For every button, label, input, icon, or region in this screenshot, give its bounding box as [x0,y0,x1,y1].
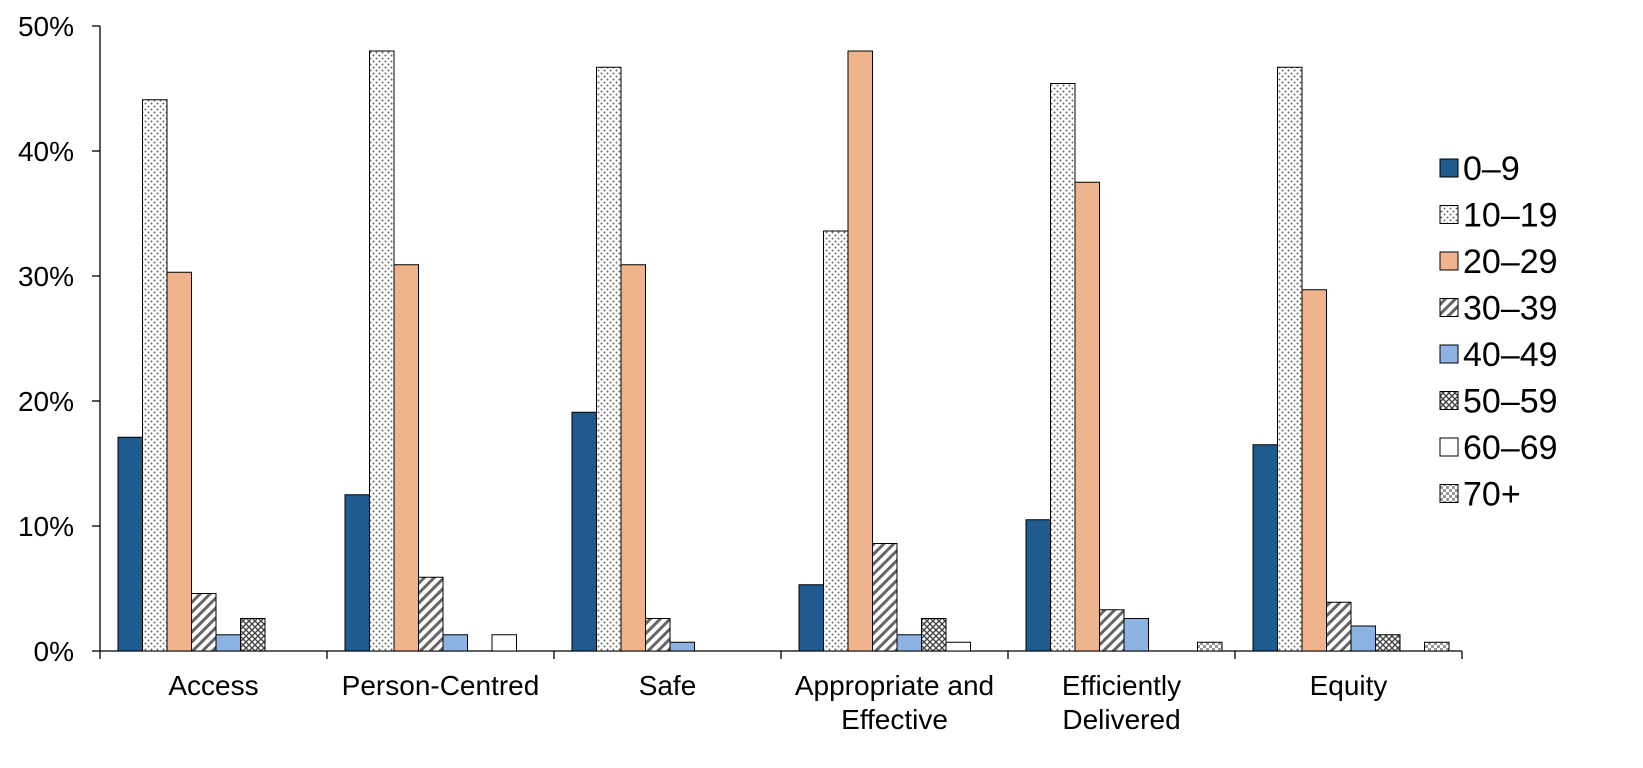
legend-label: 20–29 [1463,243,1558,281]
legend-item: 50–59 [1439,383,1558,421]
bar-1-1 [369,50,395,652]
bars [117,50,1450,652]
y-tick-label: 50% [18,11,74,42]
bar-3-1 [823,230,849,652]
bar-4-4 [1123,618,1149,652]
x-category-label: Efficiently Delivered [1062,670,1181,735]
legend-swatch [1439,298,1459,317]
bar-3-2 [847,50,873,652]
legend-swatch [1439,158,1459,178]
legend-label: 70+ [1463,476,1521,514]
legend-label: 40–49 [1463,336,1558,374]
bar-3-3 [872,543,898,652]
bar-3-4 [896,634,922,652]
bar-1-4 [442,634,468,652]
legend-item: 30–39 [1439,290,1558,328]
bar-2-3 [645,618,671,652]
bar-3-5 [921,618,947,652]
x-category-label: Access [168,670,258,701]
bar-3-0 [798,584,824,652]
legend-swatch [1439,484,1459,503]
bar-1-3 [418,576,444,652]
bar-4-0 [1025,519,1051,652]
legend-item: 70+ [1439,476,1521,514]
bar-2-2 [620,264,646,652]
legend-label: 60–69 [1463,429,1558,467]
legend-item: 40–49 [1439,336,1558,374]
y-tick-label: 30% [18,261,74,292]
legend-label: 10–19 [1463,197,1558,235]
bar-0-1 [142,99,168,652]
x-category-label: Equity [1310,670,1388,701]
bar-5-0 [1252,444,1278,652]
legend-item: 20–29 [1439,243,1558,281]
bar-4-2 [1074,181,1100,652]
bar-1-6 [491,634,517,652]
legend-item: 10–19 [1439,197,1558,235]
bar-0-5 [240,618,266,652]
bar-2-1 [596,66,622,652]
bar-0-2 [166,271,192,652]
bar-4-1 [1050,83,1076,652]
legend-swatch [1439,251,1459,271]
legend-label: 50–59 [1463,383,1558,421]
bar-4-7 [1197,641,1223,652]
legend-swatch [1439,391,1459,410]
bar-5-1 [1277,66,1303,652]
y-tick-label: 10% [18,511,74,542]
bar-1-2 [393,264,419,652]
legend-label: 0–9 [1463,150,1520,188]
bar-0-4 [215,634,241,652]
y-tick-label: 40% [18,136,74,167]
legend-swatch [1439,205,1459,224]
bar-4-3 [1099,609,1125,652]
y-tick-label: 20% [18,386,74,417]
labels: 0% 10% 20% 30% 40% 50% Access Person-Centred Saf… [18,11,1387,735]
axes [92,25,1463,659]
legend: 0–9 10–19 20–29 30–39 40–49 50–59 60–69 70+ [1439,150,1558,514]
legend-item: 60–69 [1439,429,1558,467]
bar-2-4 [669,641,695,652]
bar-1-0 [344,494,370,652]
x-category-label: Person-Centred [342,670,540,701]
bar-5-3 [1326,601,1352,652]
bar-0-3 [191,593,217,652]
legend-item: 0–9 [1439,150,1520,188]
bar-5-2 [1301,289,1327,652]
y-tick-label: 0% [34,636,74,667]
legend-swatch [1439,344,1459,364]
bar-5-5 [1375,634,1401,652]
bar-0-0 [117,436,143,652]
bar-2-0 [571,411,597,652]
legend-label: 30–39 [1463,290,1558,328]
x-category-label: Safe [639,670,697,701]
bar-3-6 [945,641,971,652]
legend-swatch [1439,437,1459,457]
bar-5-4 [1350,625,1376,652]
x-category-label: Appropriate and Effective [795,670,994,735]
bar-5-7 [1424,641,1450,652]
